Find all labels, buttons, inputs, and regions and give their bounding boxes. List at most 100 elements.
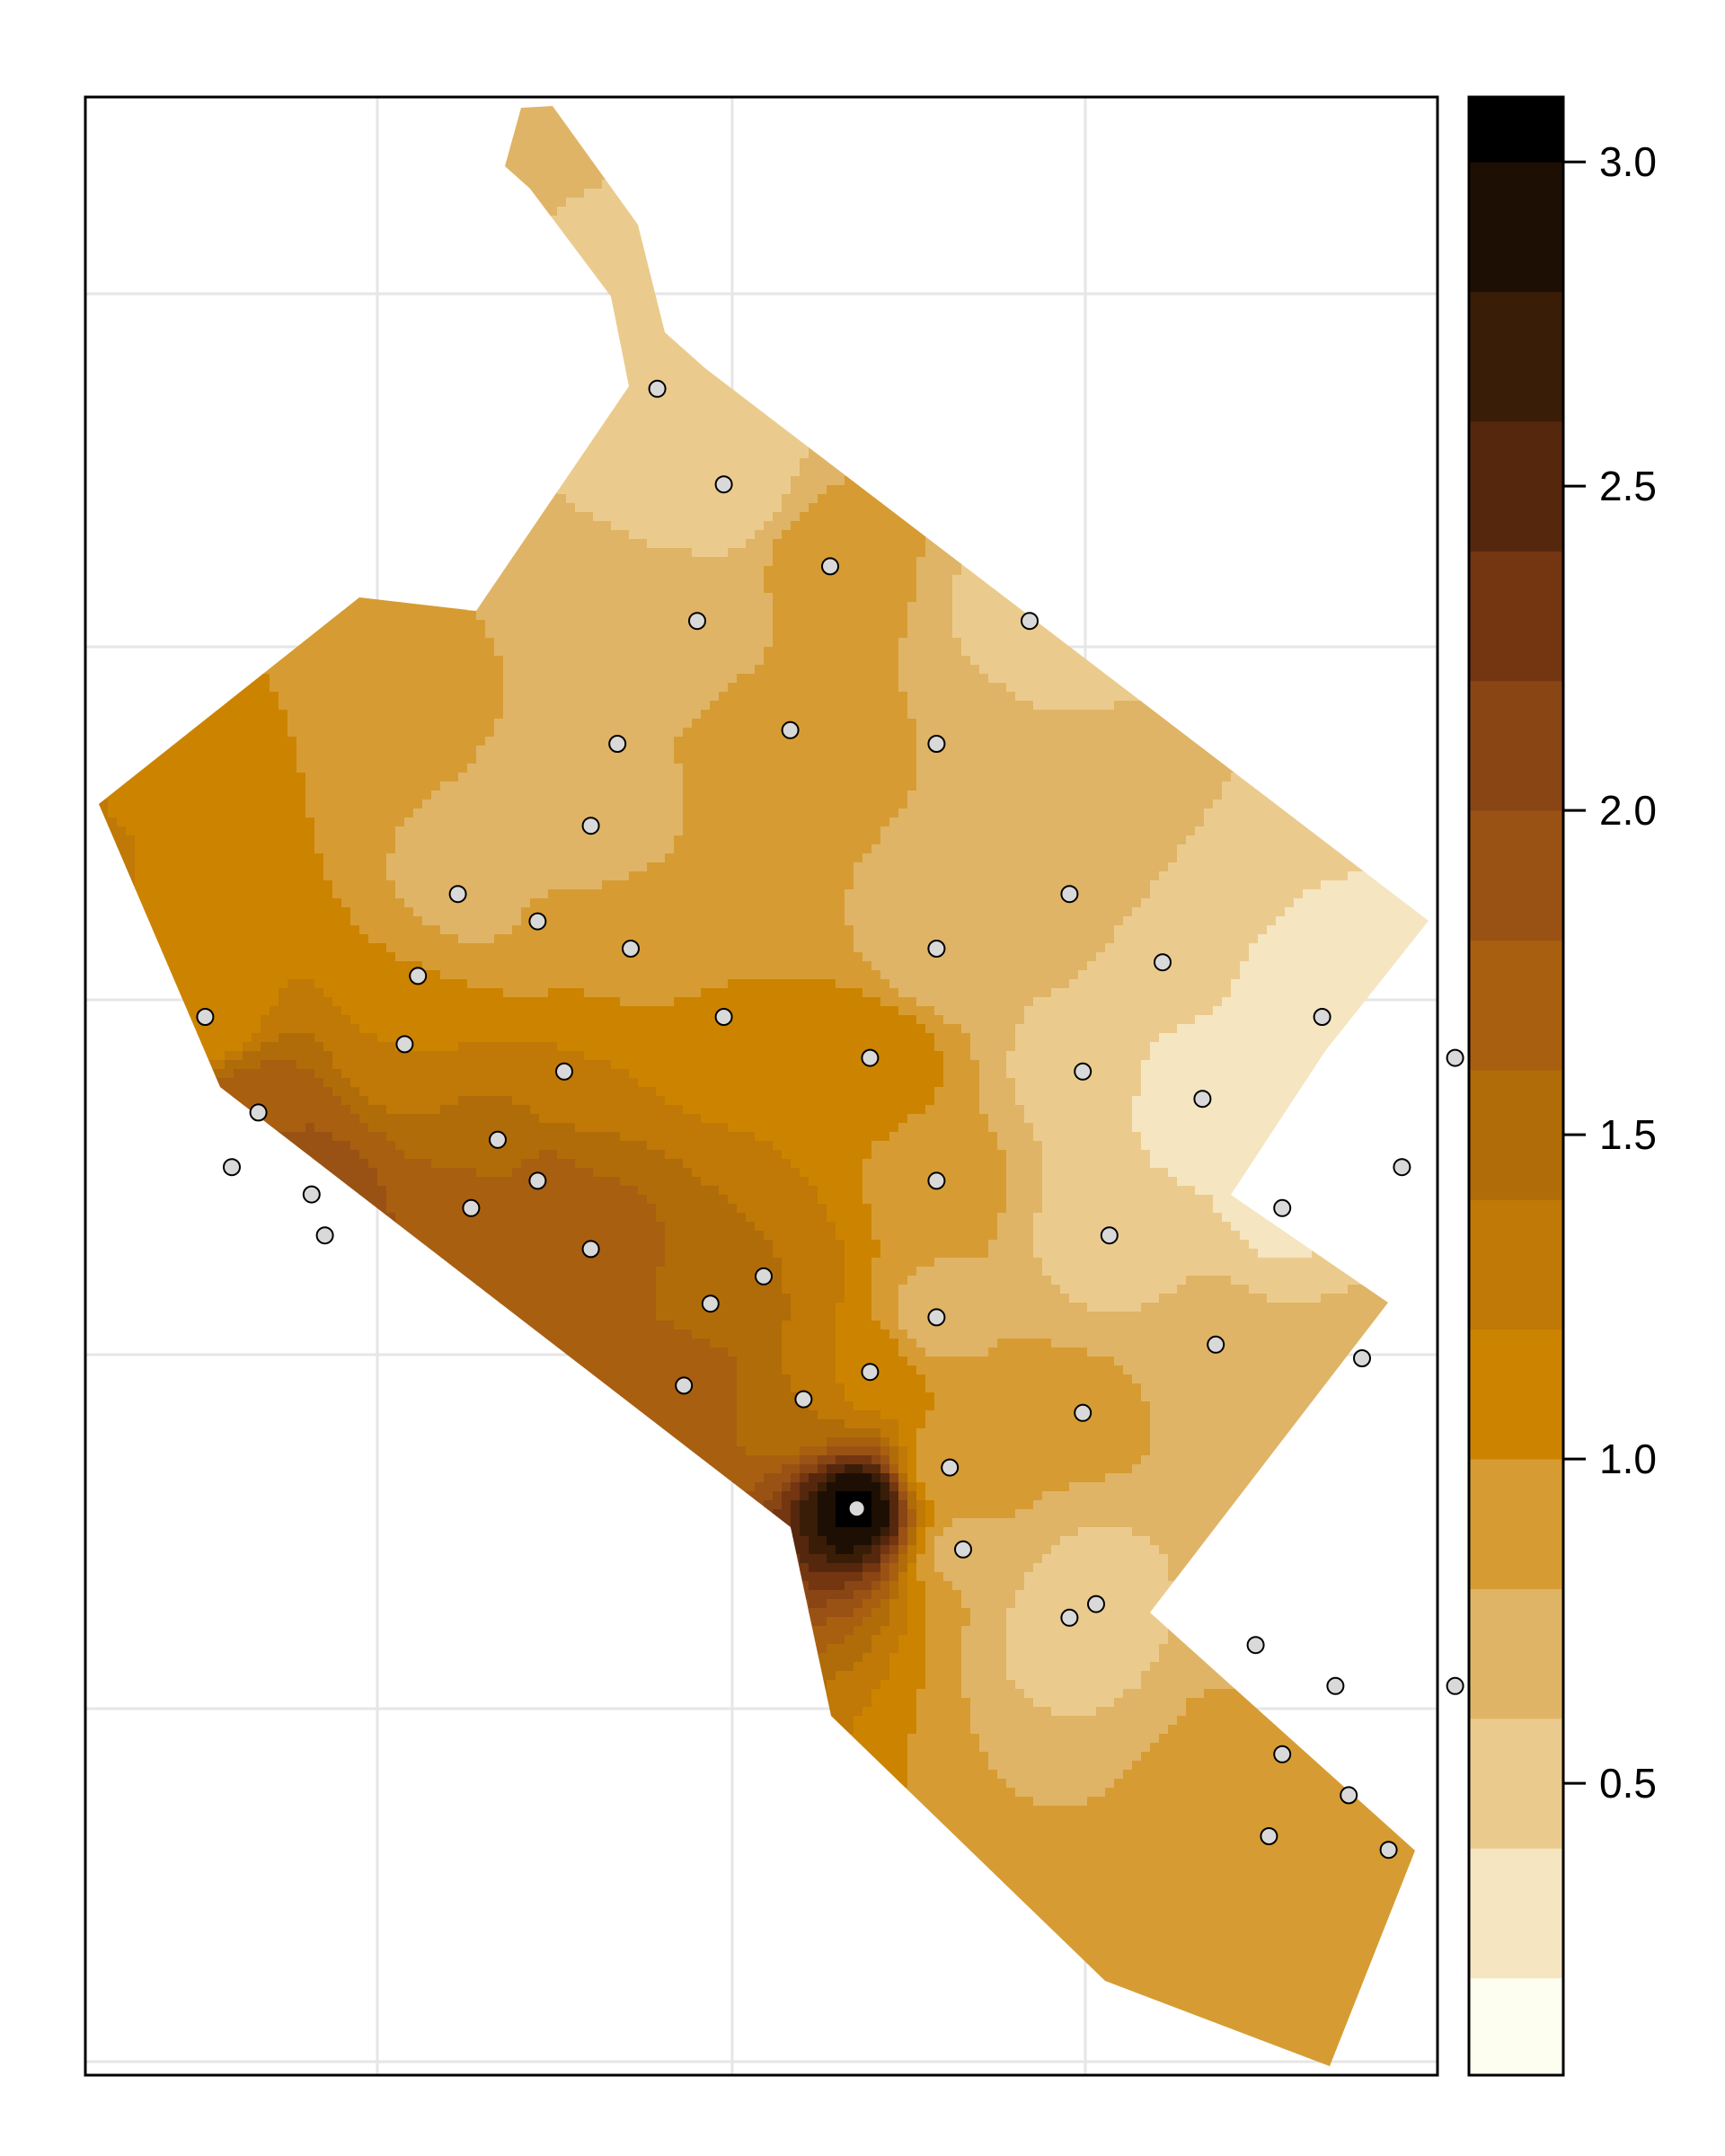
field-cell: [1348, 270, 1358, 279]
field-cell: [773, 261, 783, 270]
field-cell: [359, 117, 369, 127]
field-cell: [458, 126, 468, 136]
field-cell: [1024, 189, 1034, 199]
field-cell: [809, 287, 818, 297]
field-cell: [458, 296, 468, 306]
field-cell: [925, 207, 935, 216]
field-cell: [755, 332, 765, 342]
field-cell: [1348, 287, 1358, 297]
field-cell: [512, 350, 522, 360]
field-cell: [503, 189, 513, 199]
field-cell: [503, 117, 513, 127]
field-cell: [279, 162, 288, 172]
field-cell: [575, 261, 585, 270]
field-cell: [988, 225, 998, 234]
field-cell: [234, 341, 243, 351]
field-cell: [1024, 117, 1034, 127]
field-cell: [144, 117, 154, 127]
field-cell: [1312, 216, 1322, 225]
field-cell: [871, 296, 881, 306]
field-cell: [1420, 117, 1429, 127]
field-cell: [323, 243, 333, 252]
field-cell: [476, 287, 486, 297]
field-cell: [332, 108, 342, 118]
field-cell: [1366, 270, 1376, 279]
field-cell: [99, 261, 109, 270]
field-cell: [1132, 198, 1142, 208]
field-cell: [701, 225, 711, 234]
field-cell: [566, 207, 576, 216]
field-cell: [144, 144, 154, 154]
field-cell: [99, 270, 109, 279]
field-cell: [404, 225, 414, 234]
field-cell: [647, 234, 657, 243]
field-cell: [692, 252, 702, 261]
field-cell: [970, 225, 980, 234]
field-cell: [602, 377, 612, 387]
field-cell: [449, 126, 459, 136]
field-cell: [907, 162, 917, 172]
field-cell: [1294, 278, 1304, 288]
field-cell: [1087, 377, 1097, 387]
field-cell: [854, 296, 863, 306]
field-cell: [1267, 296, 1277, 306]
field-cell: [818, 162, 827, 172]
field-cell: [1123, 234, 1133, 243]
field-cell: [1366, 377, 1376, 387]
field-cell: [898, 234, 908, 243]
field-cell: [1114, 314, 1124, 324]
field-cell: [1114, 350, 1124, 360]
field-cell: [710, 243, 720, 252]
field-cell: [782, 278, 792, 288]
field-cell: [674, 323, 684, 333]
field-cell: [153, 243, 163, 252]
field-cell: [288, 359, 297, 369]
field-cell: [117, 270, 127, 279]
field-cell: [467, 180, 477, 190]
field-cell: [305, 216, 315, 225]
field-cell: [1240, 153, 1250, 163]
field-cell: [710, 341, 720, 351]
field-cell: [1276, 117, 1286, 127]
field-cell: [827, 314, 836, 324]
field-cell: [907, 144, 917, 154]
field-cell: [925, 180, 935, 190]
field-cell: [395, 278, 405, 288]
field-cell: [1105, 377, 1115, 387]
field-cell: [1411, 368, 1420, 378]
field-cell: [467, 252, 477, 261]
field-cell: [422, 323, 432, 333]
field-cell: [836, 377, 845, 387]
field-cell: [539, 171, 549, 181]
field-cell: [629, 243, 639, 252]
field-cell: [1132, 153, 1142, 163]
field-cell: [476, 234, 486, 243]
field-cell: [862, 252, 872, 261]
field-cell: [467, 287, 477, 297]
field-cell: [1312, 341, 1322, 351]
field-cell: [234, 207, 243, 216]
field-cell: [1420, 162, 1429, 172]
field-cell: [827, 261, 836, 270]
field-cell: [1042, 377, 1052, 387]
field-cell: [719, 180, 729, 190]
field-cell: [827, 207, 836, 216]
field-cell: [1069, 341, 1079, 351]
field-cell: [99, 117, 109, 127]
field-cell: [1177, 216, 1187, 225]
field-cell: [1357, 332, 1367, 342]
field-cell: [1087, 216, 1097, 225]
field-cell: [1015, 198, 1025, 208]
field-cell: [1150, 216, 1160, 225]
field-cell: [602, 207, 612, 216]
field-cell: [1123, 225, 1133, 234]
field-cell: [943, 341, 953, 351]
field-cell: [1411, 106, 1420, 109]
field-cell: [593, 207, 603, 216]
field-cell: [836, 162, 845, 172]
field-cell: [566, 162, 576, 172]
field-cell: [126, 153, 136, 163]
field-cell: [108, 305, 118, 315]
field-cell: [557, 198, 567, 208]
field-cell: [440, 106, 450, 109]
